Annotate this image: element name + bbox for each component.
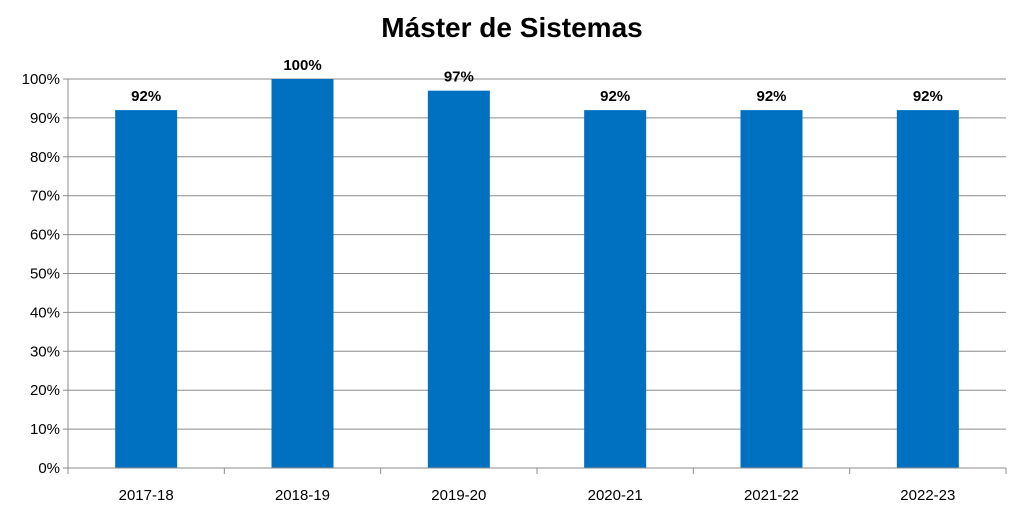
bar-2022-23 — [896, 110, 959, 469]
bar-2017-18 — [115, 110, 178, 469]
bar-2021-22 — [740, 110, 803, 469]
bar-2020-21 — [584, 110, 647, 469]
data-label: 97% — [444, 69, 474, 86]
y-tick-label: 20% — [30, 382, 60, 399]
y-tick-label: 100% — [22, 71, 60, 88]
chart-title: Máster de Sistemas — [381, 12, 643, 43]
y-tick-label: 30% — [30, 343, 60, 360]
data-label: 92% — [131, 88, 161, 105]
y-tick-label: 10% — [30, 421, 60, 438]
y-tick-label: 0% — [38, 460, 60, 477]
y-tick-label: 80% — [30, 149, 60, 166]
x-tick-label: 2020-21 — [588, 487, 643, 504]
data-label: 92% — [600, 88, 630, 105]
y-tick-label: 70% — [30, 188, 60, 205]
bar-2018-19 — [271, 79, 334, 468]
x-tick-label: 2017-18 — [119, 487, 174, 504]
labels: 0% 10% 20% 30% 40% 50% 60% 70% 80% 90% 100% 92% 2017… — [22, 57, 956, 504]
x-tick-label: 2021-22 — [744, 487, 799, 504]
y-tick-label: 50% — [30, 266, 60, 283]
y-tick-label: 90% — [30, 110, 60, 127]
data-label: 100% — [283, 57, 321, 74]
axes — [63, 78, 1007, 474]
data-label: 92% — [756, 88, 786, 105]
x-tick-label: 2018-19 — [275, 487, 330, 504]
y-tick-label: 60% — [30, 227, 60, 244]
x-tick-label: 2022-23 — [900, 487, 955, 504]
bars — [115, 79, 959, 469]
data-label: 92% — [913, 88, 943, 105]
y-tick-label: 40% — [30, 304, 60, 321]
x-tick-label: 2019-20 — [431, 487, 486, 504]
bar-2019-20 — [427, 90, 490, 469]
gridlines — [68, 78, 1006, 469]
